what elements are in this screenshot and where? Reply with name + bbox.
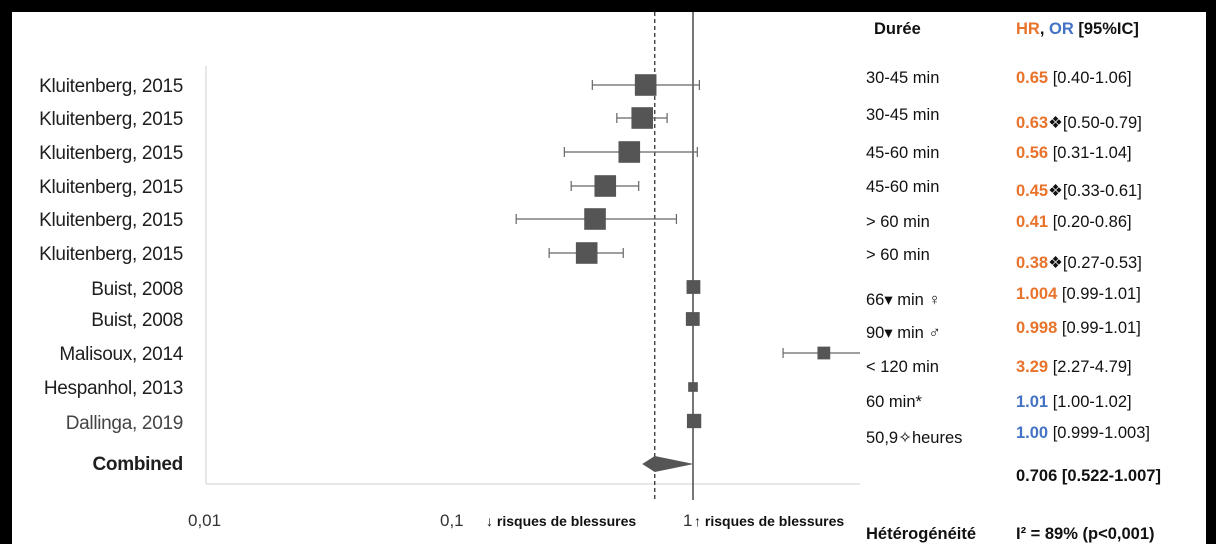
ci-value: [0.999-1.003] [1048, 424, 1150, 442]
header-duration: Durée [874, 20, 921, 38]
ci-value: [0.31-1.04] [1048, 144, 1132, 162]
ci-value: [1.00-1.02] [1048, 393, 1132, 411]
ci-value: ❖[0.27-0.53] [1048, 254, 1142, 272]
estimate-cell: 0.65 [0.40-1.06] [1016, 69, 1132, 88]
estimate-value: 0.38 [1016, 254, 1049, 272]
combined-label: Combined [92, 454, 184, 475]
duration-cell: 45-60 min [866, 144, 940, 162]
header-ci: [95%IC] [1073, 20, 1139, 38]
estimate-value: 3.29 [1016, 358, 1049, 376]
direction-left-label: ↓ risques de blessures [486, 513, 637, 529]
duration-cell: 30-45 min [866, 106, 940, 124]
estimate-square [817, 346, 831, 360]
estimate-cell: 3.29 [2.27-4.79] [1016, 358, 1132, 377]
estimate-square [631, 107, 654, 129]
study-label: Buist, 2008 [91, 279, 183, 300]
study-label: Buist, 2008 [91, 310, 183, 331]
duration-cell: 30-45 min [866, 69, 940, 87]
estimate-square [584, 208, 606, 230]
direction-right-label: ↑ risques de blessures [694, 513, 845, 529]
estimate-value: 0.63 [1016, 114, 1049, 132]
ci-value: ❖[0.33-0.61] [1048, 182, 1142, 200]
estimate-cell: 0.56 [0.31-1.04] [1016, 144, 1132, 163]
study-label: Hespanhol, 2013 [43, 378, 183, 399]
estimate-square [686, 413, 702, 429]
ci-value: [0.99-1.01] [1057, 319, 1141, 337]
estimate-cell: 1.00 [0.999-1.003] [1016, 424, 1150, 443]
ci-value: [0.20-0.86] [1048, 213, 1132, 231]
estimate-square [686, 280, 701, 294]
estimate-value: 0.998 [1016, 319, 1058, 337]
ci-value: ❖[0.50-0.79] [1048, 114, 1142, 132]
estimate-cell: 0.41 [0.20-0.86] [1016, 213, 1132, 232]
duration-cell: > 60 min [866, 246, 930, 264]
estimate-cell: 0.38❖[0.27-0.53] [1016, 253, 1142, 273]
estimate-cell: 1.004 [0.99-1.01] [1016, 285, 1141, 304]
header-estimate: HR, OR [95%IC] [1016, 20, 1139, 39]
x-tick-label: 0,01 [188, 511, 222, 530]
study-label: Kluitenberg, 2015 [39, 143, 183, 164]
frame-right-border [1206, 0, 1216, 544]
estimate-square [575, 242, 598, 264]
x-tick-label: 1 [683, 511, 693, 530]
estimate-cell: 0.45❖[0.33-0.61] [1016, 181, 1142, 201]
estimate-cell: 1.01 [1.00-1.02] [1016, 393, 1132, 412]
frame-left-border [0, 0, 12, 544]
study-label: Malisoux, 2014 [59, 344, 183, 365]
duration-cell: 66▾ min ♀ [866, 291, 941, 309]
header-or: OR [1049, 20, 1074, 38]
x-tick-label: 0,1 [440, 511, 464, 530]
estimate-square [685, 312, 700, 326]
estimate-value: 1.01 [1016, 393, 1049, 411]
estimate-cell: 0.998 [0.99-1.01] [1016, 319, 1141, 338]
header-sep: , [1039, 20, 1050, 38]
duration-cell: 50,9✧heures [866, 429, 963, 447]
combined-diamond [642, 456, 694, 472]
study-label: Dallinga, 2019 [65, 413, 184, 434]
estimate-square [688, 382, 698, 392]
ci-value: [0.40-1.06] [1048, 69, 1132, 87]
study-label: Kluitenberg, 2015 [39, 177, 183, 198]
estimate-square [618, 141, 641, 163]
estimate-value: 0.41 [1016, 213, 1049, 231]
estimate-value: 0.56 [1016, 144, 1049, 162]
estimate-value: 0.45 [1016, 182, 1049, 200]
frame-top-border [0, 0, 1216, 12]
study-label: Kluitenberg, 2015 [39, 76, 183, 97]
ci-value: [0.99-1.01] [1057, 285, 1141, 303]
heterogeneity-label: Hétérogénéité [866, 525, 977, 543]
estimate-value: 1.00 [1016, 424, 1049, 442]
duration-cell: < 120 min [866, 358, 939, 376]
duration-cell: > 60 min [866, 213, 930, 231]
study-label: Kluitenberg, 2015 [39, 109, 183, 130]
combined-result: 0.706 [0.522-1.007] [1016, 467, 1161, 485]
estimate-value: 0.65 [1016, 69, 1049, 87]
ci-value: [2.27-4.79] [1048, 358, 1132, 376]
header-hr: HR [1016, 20, 1040, 38]
estimate-square [634, 74, 657, 96]
heterogeneity-value: I² = 89% (p<0,001) [1016, 525, 1155, 543]
estimate-cell: 0.63❖[0.50-0.79] [1016, 113, 1142, 133]
duration-cell: 60 min* [866, 393, 922, 411]
study-label: Kluitenberg, 2015 [39, 210, 183, 231]
estimate-square [594, 175, 617, 197]
study-label: Kluitenberg, 2015 [39, 244, 183, 265]
duration-cell: 45-60 min [866, 178, 940, 196]
duration-cell: 90▾ min ♂ [866, 324, 941, 342]
estimate-value: 1.004 [1016, 285, 1058, 303]
